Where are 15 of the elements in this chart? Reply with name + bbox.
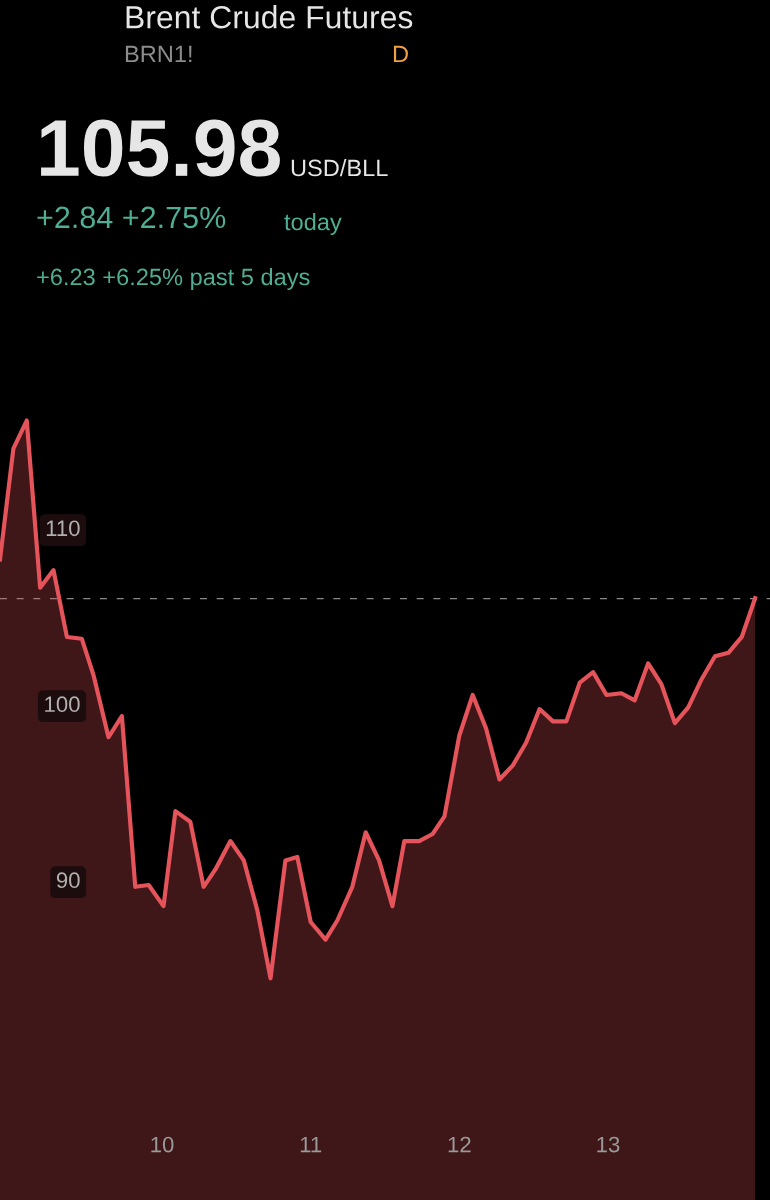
y-tick-label: 100: [45, 696, 80, 713]
annotation: 105.98: [41, 119, 280, 177]
annotation: today: [284, 213, 342, 235]
y-tick-label: 110: [46, 520, 80, 537]
x-tick-label: 11: [300, 1136, 322, 1153]
x-tick-label: 13: [597, 1136, 620, 1153]
annotation: USD/BLL: [291, 159, 388, 177]
annotation: +2.84 +2.75%: [37, 206, 226, 229]
chart-title: Brent Crude Futures: [126, 5, 413, 29]
x-tick-label: 10: [151, 1136, 174, 1153]
annotation: D: [393, 45, 408, 63]
annotation: +6.23 +6.25% past 5 days: [37, 268, 310, 291]
y-tick-label: 90: [56, 872, 80, 889]
x-tick-label: 12: [448, 1136, 471, 1153]
text: BRN1!: [125, 45, 192, 63]
